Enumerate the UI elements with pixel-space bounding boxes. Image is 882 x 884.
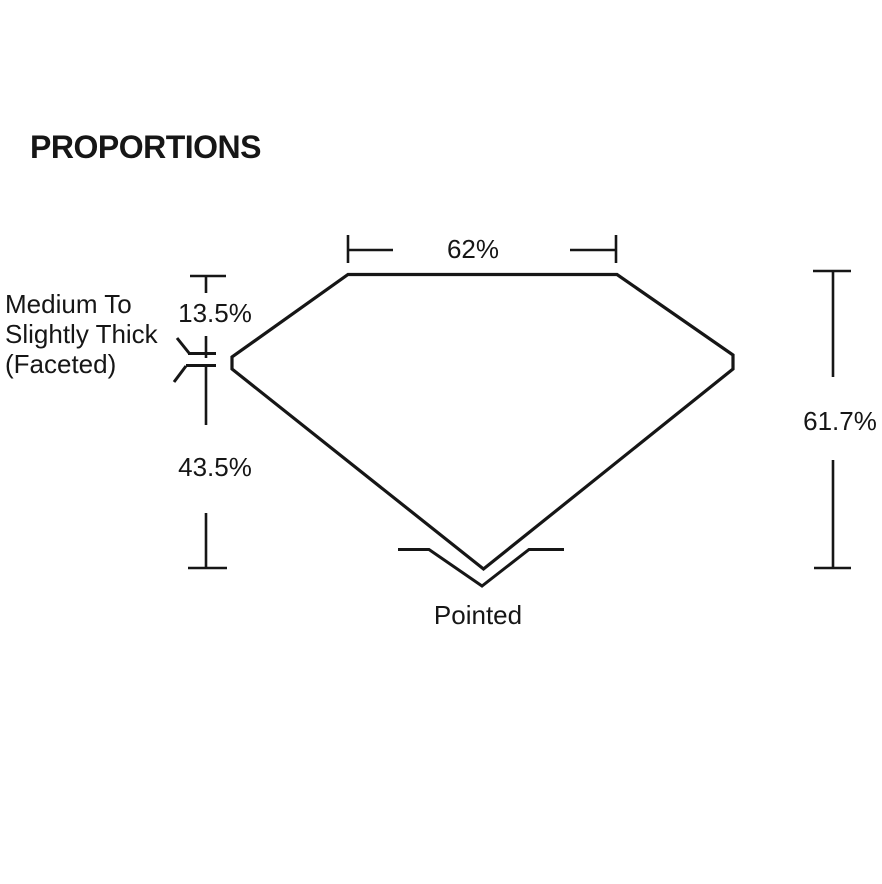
culet-pointer — [398, 548, 564, 588]
crown-height-label: 13.5% — [178, 298, 252, 328]
lower-leader-slant — [172, 365, 188, 383]
girdle-thickness-marks — [172, 337, 216, 383]
culet-label: Pointed — [433, 600, 523, 630]
girdle-label-line-3: (Faceted) — [5, 349, 117, 379]
page-title: PROPORTIONS — [30, 129, 261, 165]
total-depth-dimension — [813, 269, 851, 570]
diamond-outline — [230, 272, 735, 572]
upper-leader-slant — [175, 337, 191, 354]
girdle-label-line-2: Slightly Thick — [5, 319, 158, 349]
girdle-label: Medium To Slightly Thick (Faceted) — [5, 289, 158, 379]
table-width-label: 62% — [446, 234, 500, 264]
pavilion-depth-label: 43.5% — [178, 452, 252, 482]
girdle-label-line-1: Medium To — [5, 289, 132, 319]
total-depth-label: 61.7% — [803, 406, 877, 436]
table-width-dimension — [346, 235, 618, 263]
